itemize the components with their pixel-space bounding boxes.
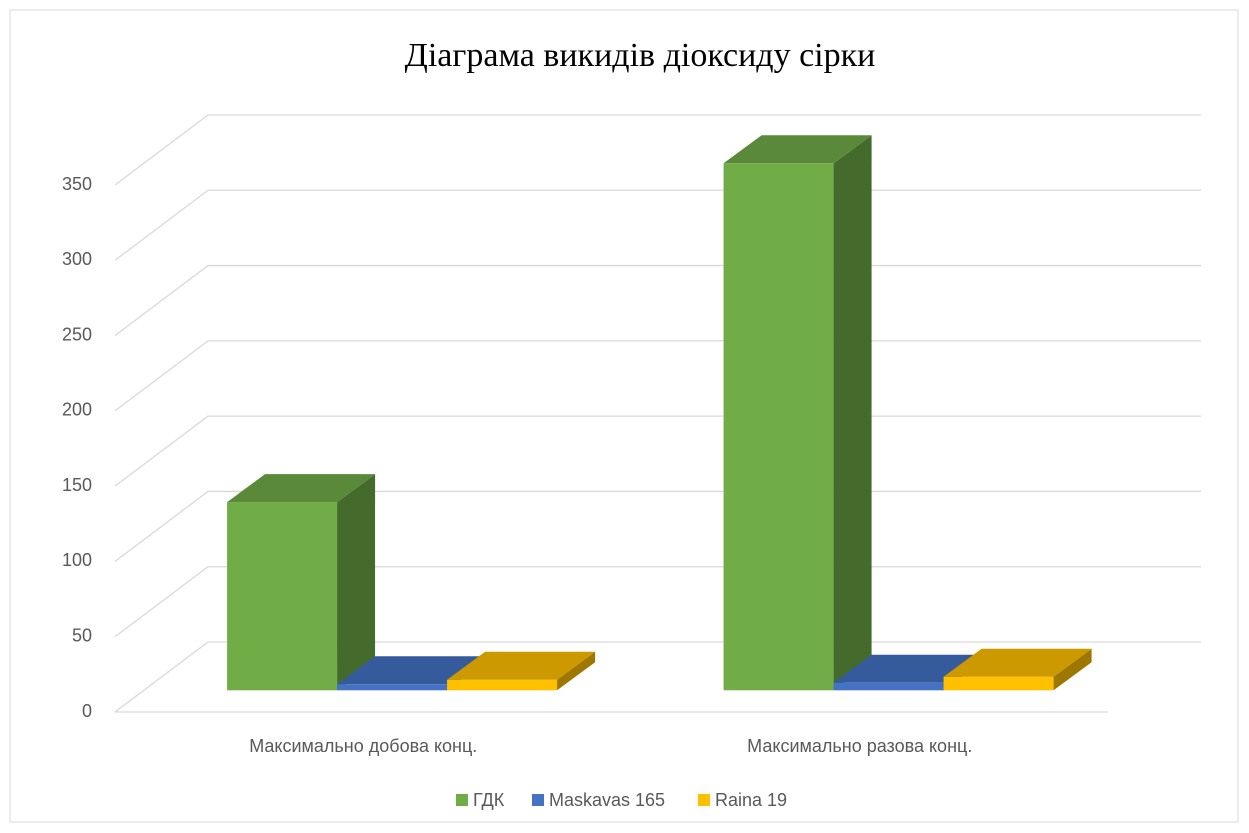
legend-swatch (456, 794, 468, 806)
bar-side (337, 474, 376, 691)
bar-front (227, 502, 338, 691)
bar (943, 648, 1092, 691)
y-tick-label: 250 (62, 324, 92, 344)
bar-front (833, 682, 944, 691)
grid-line (114, 114, 1201, 186)
x-tick-label: Максимально разова конц. (747, 736, 972, 756)
bar-front (337, 684, 448, 691)
legend-label: Raina 19 (715, 790, 787, 810)
bar-side (833, 135, 872, 691)
legend-label: ГДК (473, 790, 505, 810)
y-tick-label: 300 (62, 249, 92, 269)
y-tick-label: 200 (62, 400, 92, 420)
x-tick-label: Максимально добова конц. (249, 736, 477, 756)
bar (227, 474, 376, 691)
bar-top (227, 474, 376, 503)
bar-top (337, 656, 486, 685)
bar-side (557, 651, 596, 691)
y-tick-label: 350 (62, 174, 92, 194)
y-tick-label: 0 (82, 701, 92, 721)
y-tick-label: 50 (72, 625, 92, 645)
bar-front (723, 163, 834, 691)
legend-swatch (698, 794, 710, 806)
bar (723, 135, 872, 691)
bar-front (447, 679, 558, 691)
bar (447, 651, 596, 691)
y-tick-label: 100 (62, 550, 92, 570)
bar-top (943, 648, 1092, 677)
bar-top (723, 135, 872, 164)
chart-title: Діаграма викидів діоксиду сірки (405, 37, 876, 74)
legend-swatch (532, 794, 544, 806)
bar-side (1053, 648, 1092, 691)
bar-top (833, 654, 982, 683)
y-tick-label: 150 (62, 475, 92, 495)
bar-front (943, 676, 1054, 691)
bar-top (447, 651, 596, 680)
legend-label: Maskavas 165 (549, 790, 665, 810)
